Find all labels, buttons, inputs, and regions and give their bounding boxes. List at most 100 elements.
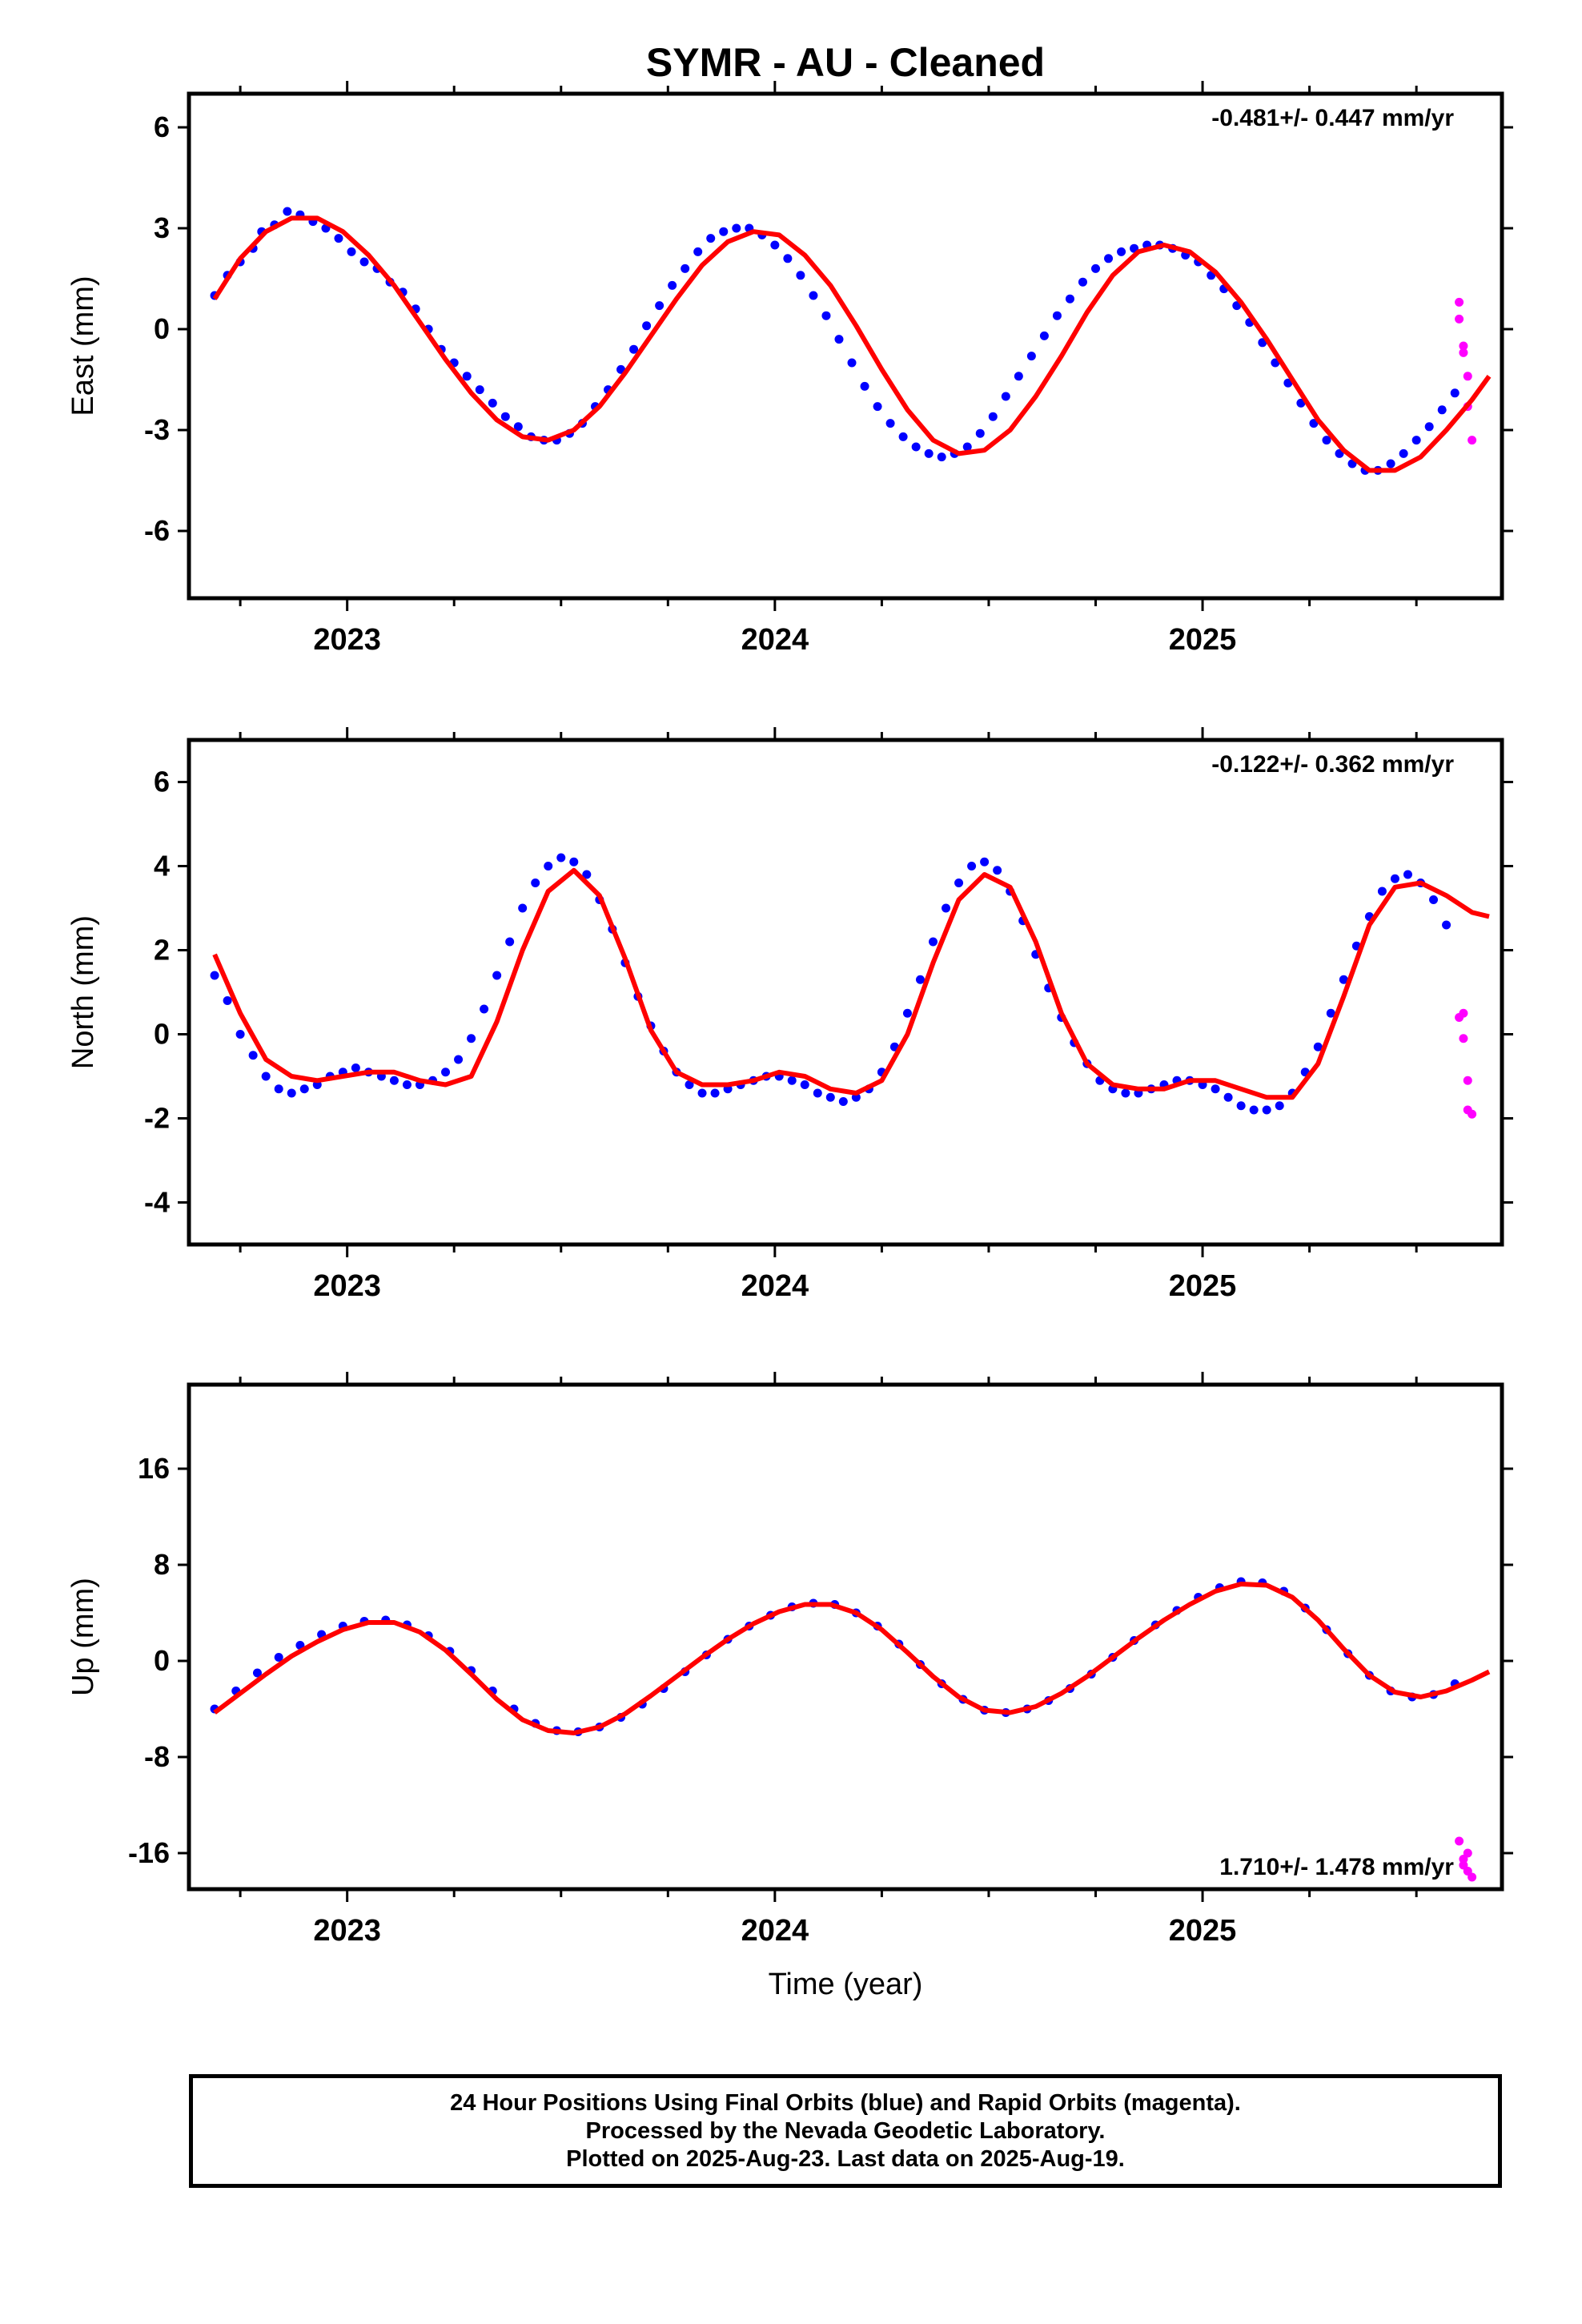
east-final-orbit-point bbox=[719, 227, 729, 236]
east-final-orbit-point bbox=[1091, 263, 1101, 273]
north-final-orbit-point bbox=[531, 879, 540, 887]
north-final-orbit-point bbox=[967, 862, 977, 870]
east-final-orbit-point bbox=[488, 398, 497, 408]
east-final-orbit-point bbox=[1450, 388, 1460, 398]
north-final-orbit-point bbox=[697, 1088, 707, 1098]
east-fit-curve bbox=[212, 215, 1492, 473]
footer-line-3: Plotted on 2025-Aug-23. Last data on 202… bbox=[566, 2145, 1125, 2172]
east-final-orbit-point bbox=[1104, 254, 1114, 263]
north-final-orbit-point bbox=[1223, 1092, 1233, 1102]
north-final-orbit-point bbox=[1339, 975, 1348, 984]
east-final-orbit-point bbox=[962, 442, 972, 452]
north-y-tick-label: -2 bbox=[144, 1102, 170, 1135]
east-final-orbit-point bbox=[1001, 392, 1010, 401]
up-rapid-orbit-point bbox=[1463, 1848, 1472, 1858]
north-y-tick-label: 4 bbox=[154, 850, 170, 883]
north-x-tick-label: 2024 bbox=[741, 1269, 809, 1303]
footer-line-2: Processed by the Nevada Geodetic Laborat… bbox=[585, 2117, 1106, 2144]
east-final-orbit-point bbox=[1437, 405, 1447, 415]
north-final-orbit-point bbox=[1403, 870, 1412, 879]
up-y-tick-label: -8 bbox=[144, 1740, 170, 1773]
east-final-orbit-point bbox=[334, 234, 343, 243]
north-final-orbit-point bbox=[1236, 1101, 1246, 1111]
east-final-orbit-point bbox=[462, 372, 472, 381]
north-final-orbit-point bbox=[942, 903, 951, 913]
north-y-tick-label: 0 bbox=[154, 1018, 170, 1051]
east-final-orbit-point bbox=[783, 254, 793, 263]
north-final-orbit-point bbox=[569, 857, 579, 866]
up-rapid-orbit-point bbox=[1455, 1836, 1464, 1846]
north-y-axis-label: North (mm) bbox=[66, 915, 100, 1069]
east-y-tick-label: -6 bbox=[144, 514, 170, 547]
up-y-tick-label: -16 bbox=[128, 1836, 170, 1869]
north-panel: -4 -2 0 2 4 6 North (mm) 2023 2024 2025 -0.122+/- … bbox=[66, 727, 1513, 1303]
north-final-orbit-point bbox=[1211, 1084, 1220, 1094]
east-rapid-orbit-point bbox=[1468, 436, 1477, 445]
east-final-orbit-point bbox=[1039, 331, 1049, 340]
east-final-orbit-point bbox=[885, 419, 895, 428]
north-final-orbit-point bbox=[248, 1051, 258, 1060]
x-axis-label: Time (year) bbox=[769, 1968, 923, 2001]
north-rate-label: -0.122+/- 0.362 mm/yr bbox=[1211, 751, 1454, 778]
east-final-orbit-point bbox=[770, 240, 780, 250]
north-final-orbit-point bbox=[518, 903, 528, 913]
north-final-orbit-point bbox=[480, 1004, 489, 1014]
up-final-orbit-point bbox=[274, 1653, 283, 1662]
east-final-orbit-point bbox=[1026, 352, 1036, 361]
footer-caption: 24 Hour Positions Using Final Orbits (bl… bbox=[189, 2074, 1502, 2188]
east-final-orbit-point bbox=[975, 428, 985, 438]
north-final-orbit-point bbox=[389, 1076, 399, 1085]
north-final-orbit-point bbox=[813, 1088, 822, 1098]
up-frame bbox=[187, 1382, 1504, 1892]
north-final-orbit-point bbox=[556, 853, 566, 862]
north-final-orbit-point bbox=[993, 866, 1002, 875]
up-x-tick-label: 2024 bbox=[741, 1914, 809, 1948]
east-rapid-orbit-point bbox=[1455, 314, 1464, 324]
north-final-orbit-point bbox=[505, 937, 515, 947]
east-y-tick-label: -3 bbox=[144, 413, 170, 446]
north-final-orbit-point bbox=[274, 1084, 283, 1094]
north-y-tick-label: 6 bbox=[154, 766, 170, 798]
north-x-tick-label: 2023 bbox=[313, 1269, 381, 1303]
north-frame bbox=[187, 738, 1504, 1247]
east-panel: -6 -3 0 3 6 East (mm) 2023 2024 2025 -0.481+/- 0.… bbox=[66, 81, 1513, 657]
east-final-orbit-point bbox=[847, 358, 857, 368]
east-final-orbit-point bbox=[359, 257, 369, 267]
east-final-orbit-point bbox=[1065, 294, 1074, 304]
east-final-orbit-point bbox=[655, 301, 665, 311]
north-final-orbit-point bbox=[1377, 887, 1387, 896]
footer-line-1: 24 Hour Positions Using Final Orbits (bl… bbox=[450, 2089, 1241, 2116]
north-final-orbit-point bbox=[929, 937, 938, 947]
north-final-orbit-point bbox=[223, 996, 232, 1005]
east-final-orbit-point bbox=[513, 422, 523, 432]
up-panel: -16 -8 0 8 16 Up (mm) 2023 2024 2025 1.710+/- 1.4… bbox=[66, 1372, 1513, 1948]
north-final-orbit-point bbox=[838, 1097, 848, 1106]
north-final-orbit-point bbox=[1249, 1105, 1259, 1115]
east-final-orbit-point bbox=[475, 385, 484, 395]
east-final-orbit-point bbox=[821, 311, 831, 320]
east-y-tick-label: 0 bbox=[154, 312, 170, 345]
up-x-tick-label: 2023 bbox=[313, 1914, 381, 1948]
north-final-orbit-point bbox=[1121, 1088, 1130, 1098]
up-y-tick-label: 16 bbox=[138, 1452, 170, 1485]
north-final-orbit-point bbox=[954, 879, 964, 887]
east-final-orbit-point bbox=[681, 263, 690, 273]
east-final-orbit-point bbox=[283, 207, 292, 216]
north-rapid-orbit-point bbox=[1459, 1008, 1468, 1018]
east-final-orbit-point bbox=[1411, 436, 1421, 445]
east-final-orbit-point bbox=[642, 321, 652, 331]
north-final-orbit-point bbox=[235, 1030, 245, 1039]
east-final-orbit-point bbox=[1078, 277, 1087, 287]
up-final-orbit-point bbox=[252, 1668, 262, 1678]
north-x-tick-label: 2025 bbox=[1169, 1269, 1237, 1303]
east-final-orbit-point bbox=[732, 223, 741, 233]
north-final-orbit-point bbox=[402, 1080, 412, 1089]
north-fit-curve bbox=[212, 867, 1490, 1100]
east-final-orbit-point bbox=[1386, 459, 1395, 468]
east-final-orbit-point bbox=[668, 280, 677, 290]
east-final-orbit-point bbox=[924, 448, 934, 458]
north-final-orbit-point bbox=[454, 1055, 464, 1064]
up-y-axis-label: Up (mm) bbox=[66, 1578, 100, 1696]
north-final-orbit-point bbox=[544, 862, 553, 870]
